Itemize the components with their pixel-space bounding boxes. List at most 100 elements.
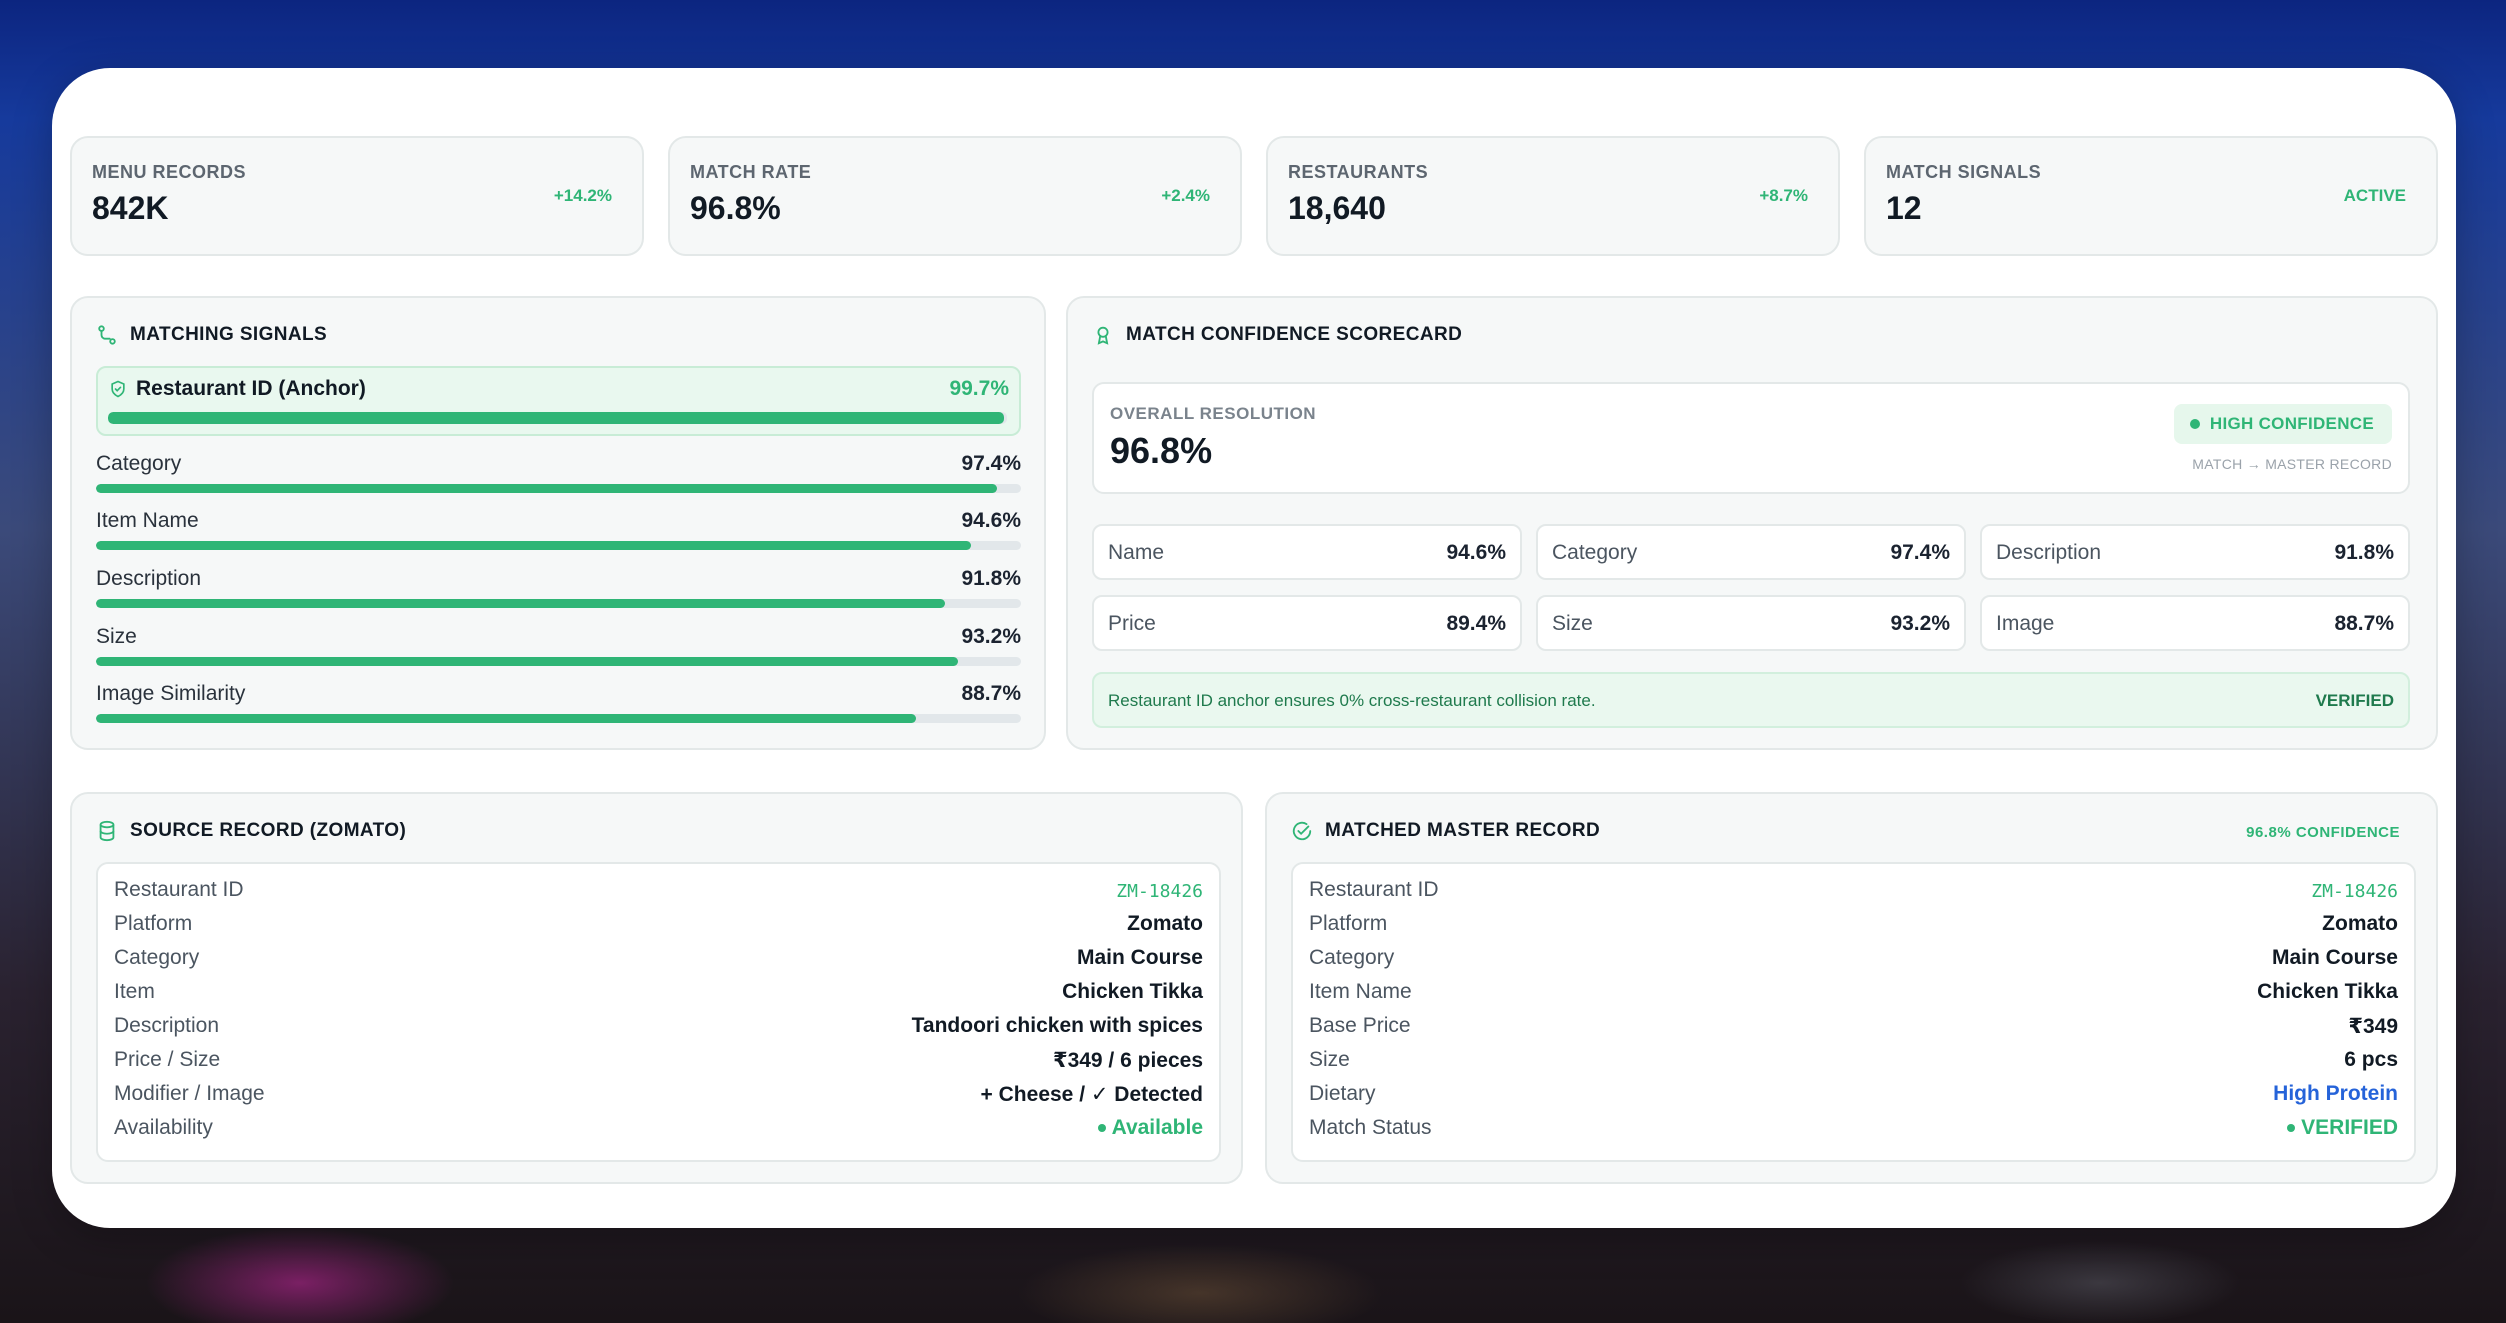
metric-description: Description 91.8% [1980,524,2410,580]
signal-pct: 93.2% [961,625,1021,648]
availability-text: Available [1111,1116,1203,1139]
record-row: Category Main Course [114,946,1203,976]
source-record-panel: SOURCE RECORD (ZOMATO) Restaurant ID ZM-1… [70,792,1243,1184]
kpi-value: 96.8% [690,190,781,226]
record-row: Item Name Chicken Tikka [1309,980,2398,1010]
availability-value: Available [1097,1116,1203,1140]
signal-pct: 88.7% [961,682,1021,705]
overall-value: 96.8% [1110,430,1213,471]
signal-bar-fill [96,541,972,550]
record-label: Platform [1309,912,1388,935]
signal-pct: 91.8% [961,567,1021,590]
kpi-match-signals: MATCH SIGNALS 12 ACTIVE [1864,136,2438,256]
metric-label: Category [1552,541,1638,564]
record-label: Restaurant ID [1309,878,1439,901]
section-header: SOURCE RECORD (ZOMATO) [96,820,406,842]
signal-label: Image Similarity [96,682,246,705]
check-circle-icon [1292,821,1312,841]
kpi-delta: +2.4% [1161,186,1210,205]
record-row: Platform Zomato [114,912,1203,942]
signal-label: Category [96,452,182,475]
record-value: + Cheese / ✓ Detected [980,1083,1203,1106]
match-subnote: MATCH → MASTER RECORD [2192,456,2392,472]
record-value: 6 pcs [2344,1048,2398,1071]
kpi-menu-records: MENU RECORDS 842K +14.2% [70,136,644,256]
shield-check-icon [111,380,125,398]
metric-name: Name 94.6% [1092,524,1522,580]
metric-label: Description [1996,541,2102,564]
section-header: MATCHING SIGNALS [96,324,327,346]
scorecard-panel: MATCH CONFIDENCE SCORECARD OVERALL RESOL… [1066,296,2438,750]
signal-pct: 94.6% [961,509,1021,532]
record-label: Availability [114,1116,213,1139]
metric-label: Price [1108,612,1156,635]
signal-bar-fill [96,599,946,608]
record-value: Main Course [2271,946,2398,969]
signal-bar-fill [96,484,997,493]
anchor-pct: 99.7% [949,377,1009,400]
match-status-text: VERIFIED [2301,1116,2398,1139]
database-icon [99,820,115,842]
metric-value: 89.4% [1446,612,1506,635]
award-icon [1097,326,1109,345]
badge-label: HIGH CONFIDENCE [2209,414,2374,433]
signal-label: Description [96,567,202,590]
record-label: Description [114,1014,220,1037]
record-row: Description Tandoori chicken with spices [114,1014,1203,1044]
record-row: Modifier / Image + Cheese / ✓ Detected [114,1082,1203,1112]
record-row: Size 6 pcs [1309,1048,2398,1078]
signal-pct: 97.4% [961,452,1021,475]
record-row: Dietary High Protein [1309,1082,2398,1112]
note-text: Restaurant ID anchor ensures 0% cross-re… [1108,691,1596,710]
note-status: VERIFIED [2315,691,2394,710]
signal-bar-track [96,541,1021,550]
record-value: Zomato [2322,912,2398,935]
record-row: Category Main Course [1309,946,2398,976]
signal-bar-track [96,599,1021,608]
anchor-label: Restaurant ID (Anchor) [136,377,366,400]
metric-label: Name [1108,541,1165,564]
record-row: Match Status VERIFIED [1309,1116,2398,1146]
record-row: Restaurant ID ZM-18426 [1309,878,2398,908]
metric-value: 88.7% [2334,612,2394,635]
record-row: Platform Zomato [1309,912,2398,942]
section-title: MATCHING SIGNALS [130,324,328,345]
section-header: MATCH CONFIDENCE SCORECARD [1092,324,1462,346]
record-value: Tandoori chicken with spices [911,1014,1203,1037]
record-label: Item [114,980,155,1003]
record-label: Base Price [1309,1014,1411,1037]
signal-bar-fill [96,714,917,723]
record-label: Price / Size [114,1048,221,1071]
signal-bar-fill [96,657,959,666]
record-label: Category [114,946,200,969]
master-confidence: 96.8% CONFIDENCE [2246,824,2400,841]
kpi-status: ACTIVE [2343,186,2406,205]
metric-label: Size [1552,612,1593,635]
kpi-label: MENU RECORDS [92,162,247,182]
overall-label: OVERALL RESOLUTION [1110,404,1317,423]
record-value: ZM-18426 [2311,881,2398,902]
record-label: Dietary [1309,1082,1376,1105]
record-label: Modifier / Image [114,1082,265,1105]
source-record-table: Restaurant ID ZM-18426 Platform Zomato Cat… [96,862,1221,1162]
signal-label: Size [96,625,137,648]
dietary-value: High Protein [2273,1082,2398,1105]
status-dot-icon [2189,419,2200,429]
record-row: Availability Available [114,1116,1203,1146]
kpi-value: 18,640 [1288,190,1386,226]
metric-value: 93.2% [1890,612,1950,635]
kpi-delta: +8.7% [1759,186,1808,205]
kpi-value: 12 [1886,190,1922,226]
record-value: ₹349 / 6 pieces [1052,1049,1203,1072]
metric-category: Category 97.4% [1536,524,1966,580]
record-value: ZM-18426 [1116,881,1203,902]
record-value: Main Course [1076,946,1203,969]
signal-bar-track [96,484,1021,493]
metric-value: 94.6% [1446,541,1506,564]
record-label: Size [1309,1048,1350,1071]
record-value: Chicken Tikka [1062,980,1203,1003]
record-row: Restaurant ID ZM-18426 [114,878,1203,908]
metric-value: 91.8% [2334,541,2394,564]
anchor-bar-fill [108,412,1005,424]
status-dot-icon [1097,1124,1106,1132]
